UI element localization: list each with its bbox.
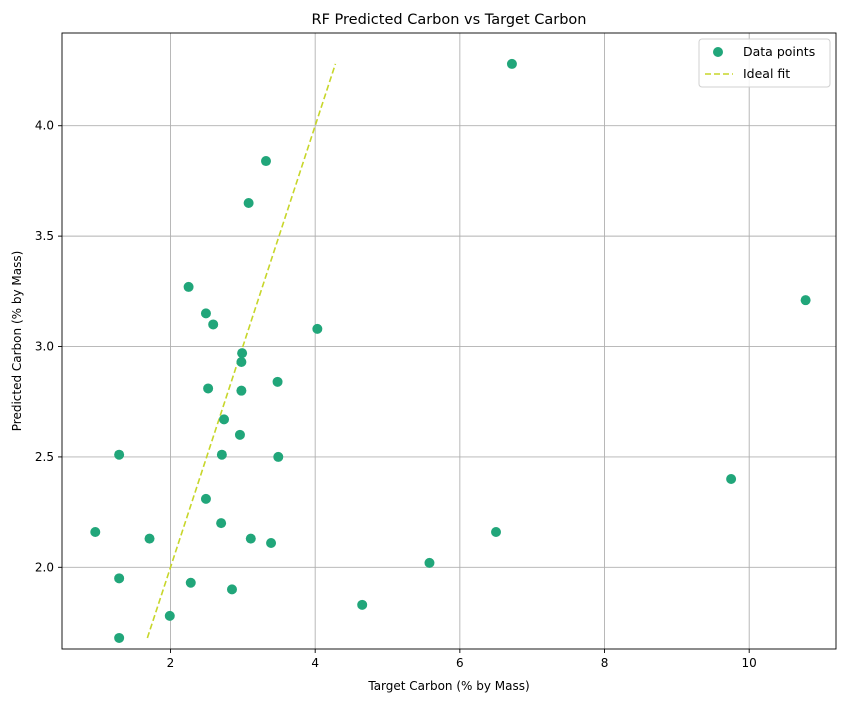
data-point (216, 518, 227, 529)
data-point (208, 319, 219, 330)
data-point (114, 449, 125, 460)
y-axis-label: Predicted Carbon (% by Mass) (10, 251, 24, 432)
data-points-series (90, 58, 811, 643)
x-tick-label: 8 (601, 656, 609, 670)
data-point (216, 449, 227, 460)
data-point (726, 473, 737, 484)
data-point (260, 156, 271, 167)
data-point (164, 610, 175, 621)
data-point (234, 429, 245, 440)
data-point (219, 414, 230, 425)
y-tick-label: 3.0 (35, 340, 54, 354)
data-point (236, 385, 247, 396)
data-point (237, 348, 248, 359)
legend-marker-data-points (713, 47, 723, 57)
x-tick-label: 6 (456, 656, 464, 670)
data-point (200, 493, 211, 504)
data-point (312, 323, 323, 334)
data-point (183, 281, 194, 292)
data-point (200, 308, 211, 319)
data-point (114, 632, 125, 643)
data-point (185, 577, 196, 588)
data-point (357, 599, 368, 610)
data-point (226, 584, 237, 595)
x-axis-label: Target Carbon (% by Mass) (367, 679, 529, 693)
y-tick-label: 4.0 (35, 119, 54, 133)
data-point (491, 526, 502, 537)
data-point (273, 451, 284, 462)
data-point (114, 573, 125, 584)
legend-label-data-points: Data points (743, 44, 815, 59)
x-tick-label: 4 (311, 656, 319, 670)
grid (62, 33, 836, 649)
y-tick-label: 2.0 (35, 560, 54, 574)
data-point (800, 295, 811, 306)
data-point (272, 376, 283, 387)
plot-area (61, 32, 837, 650)
data-point (243, 198, 254, 209)
data-point (90, 526, 101, 537)
x-tick-label: 2 (167, 656, 175, 670)
legend-label-ideal-fit: Ideal fit (743, 66, 790, 81)
data-point (506, 58, 517, 69)
data-point (245, 533, 256, 544)
data-point (144, 533, 155, 544)
y-tick-label: 2.5 (35, 450, 54, 464)
data-point (266, 538, 277, 549)
x-tick-label: 10 (742, 656, 757, 670)
axis-ticks: 2 4 6 8 10 2.0 2.5 3.0 3.5 4.0 (35, 119, 757, 670)
chart-title: RF Predicted Carbon vs Target Carbon (312, 12, 587, 28)
legend: Data points Ideal fit (698, 38, 831, 88)
legend-box (698, 38, 831, 88)
data-point (424, 557, 435, 568)
y-tick-label: 3.5 (35, 229, 54, 243)
data-point (203, 383, 214, 394)
data-point (236, 356, 247, 367)
